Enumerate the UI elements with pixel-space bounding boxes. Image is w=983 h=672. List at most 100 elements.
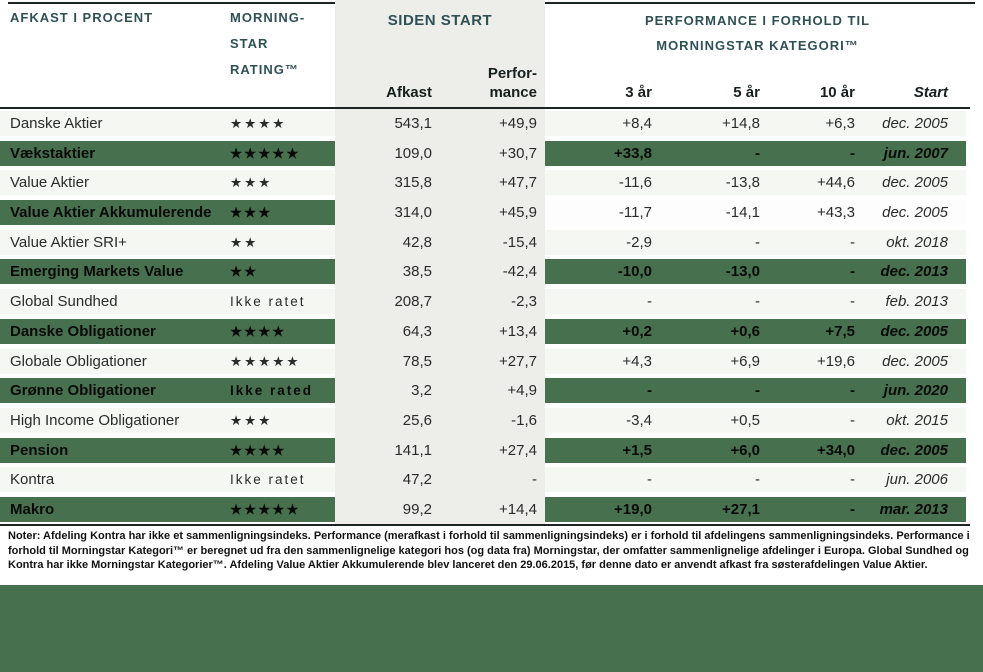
morningstar-rating: Ikke ratet	[230, 472, 306, 488]
performance-5yr: -	[755, 382, 760, 400]
row-left-band	[0, 407, 335, 433]
performance-5yr: -13,8	[725, 174, 760, 192]
performance-3yr: +4,3	[622, 352, 652, 370]
afkast-value: 314,0	[394, 204, 432, 222]
morningstar-rating: ★★★★★	[230, 145, 301, 161]
column-header-performance-line1: Perfor-	[487, 65, 537, 82]
afkast-value: 109,0	[394, 144, 432, 162]
fund-name: Vækstaktier	[10, 144, 96, 162]
performance-5yr: +0,5	[730, 411, 760, 429]
performance-value: +49,9	[499, 115, 537, 132]
row-left-band	[0, 378, 335, 404]
rating-column-title: MORNING- STAR RATING™	[230, 5, 305, 83]
afkast-value: 208,7	[394, 293, 432, 311]
performance-3yr: -2,9	[626, 233, 652, 251]
afkast-value: 47,2	[402, 471, 432, 489]
afkast-value: 3,2	[411, 382, 432, 400]
performance-value: -1,6	[511, 411, 537, 429]
performance-value: +14,4	[499, 500, 537, 518]
afkast-value: 42,8	[402, 233, 432, 251]
column-header-performance: Perfor- mance	[437, 64, 537, 102]
table-row: Value Aktier ★★★ 315,8 +47,7 -11,6 -13,8…	[0, 170, 983, 196]
siden-start-title: SIDEN START	[387, 12, 493, 29]
table-row: Danske Aktier ★★★★ 543,1 +49,9 +8,4 +14,…	[0, 111, 983, 136]
footer-green-block	[0, 585, 983, 672]
start-date: jun. 2020	[883, 382, 948, 400]
table-bottom-rule	[0, 524, 970, 526]
siden-start-column-band	[335, 0, 545, 525]
performance-3yr: -	[647, 293, 652, 311]
column-header-afkast: Afkast	[386, 84, 432, 101]
column-header-10yr: 10 år	[819, 84, 855, 101]
performance-3yr: -	[647, 471, 652, 489]
table-row: Kontra Ikke ratet 47,2 - - - - jun. 2006	[0, 467, 983, 493]
table-title: AFKAST I PROCENT	[10, 10, 154, 25]
row-right-band	[545, 259, 966, 285]
performance-10yr: +19,6	[817, 352, 855, 370]
performance-3yr: -11,6	[618, 174, 652, 192]
performance-10yr: -	[850, 471, 855, 489]
morningstar-rating: ★★	[230, 264, 259, 280]
performance-section-title: PERFORMANCE I FORHOLD TIL MORNINGSTAR KA…	[545, 8, 970, 58]
table-row: Pension ★★★★ 141,1 +27,4 +1,5 +6,0 +34,0…	[0, 437, 983, 463]
performance-3yr: +0,2	[622, 322, 652, 340]
performance-5yr: -13,0	[725, 263, 760, 281]
performance-value: +30,7	[499, 144, 537, 162]
start-date: dec. 2005	[882, 174, 948, 192]
start-date: mar. 2013	[879, 500, 948, 518]
performance-title-line2: MORNINGSTAR KATEGORI™	[656, 38, 859, 53]
row-right-band	[545, 170, 966, 196]
row-right-band	[545, 348, 966, 374]
table-row: Grønne Obligationer Ikke rated 3,2 +4,9 …	[0, 378, 983, 404]
start-date: dec. 2005	[882, 115, 948, 132]
afkast-value: 99,2	[402, 500, 432, 518]
table-row: Danske Obligationer ★★★★ 64,3 +13,4 +0,2…	[0, 318, 983, 344]
performance-value: +27,4	[499, 441, 537, 459]
performance-3yr: +8,4	[622, 115, 652, 132]
column-header-3yr: 3 år	[625, 84, 652, 101]
row-left-band	[0, 229, 335, 255]
fund-name: Value Aktier	[10, 174, 89, 192]
row-left-band	[0, 348, 335, 374]
performance-value: -42,4	[502, 263, 537, 281]
performance-3yr: +19,0	[614, 500, 652, 518]
row-left-band	[0, 437, 335, 463]
performance-10yr: +7,5	[825, 322, 855, 340]
table-rows: Danske Aktier ★★★★ 543,1 +49,9 +8,4 +14,…	[0, 111, 983, 527]
morningstar-rating: Ikke rated	[230, 383, 314, 399]
table-row: Globale Obligationer ★★★★★ 78,5 +27,7 +4…	[0, 348, 983, 374]
performance-5yr: -	[755, 293, 760, 311]
performance-5yr: -14,1	[725, 204, 760, 222]
row-right-band	[545, 378, 966, 404]
row-right-band	[545, 200, 966, 226]
performance-10yr: +44,6	[817, 174, 855, 192]
row-left-band	[0, 259, 335, 285]
start-date: dec. 2005	[882, 204, 948, 222]
table-row: Global Sundhed Ikke ratet 208,7 -2,3 - -…	[0, 289, 983, 315]
table-row: Value Aktier Akkumulerende ★★★ 314,0 +45…	[0, 200, 983, 226]
row-right-band	[545, 111, 966, 136]
fund-name: Grønne Obligationer	[10, 382, 156, 400]
afkast-value: 141,1	[394, 441, 432, 459]
start-date: okt. 2018	[886, 233, 948, 251]
row-right-band	[545, 229, 966, 255]
fund-name: High Income Obligationer	[10, 411, 180, 429]
table-row: Vækstaktier ★★★★★ 109,0 +30,7 +33,8 - - …	[0, 140, 983, 166]
morningstar-rating: ★★★★	[230, 323, 287, 339]
row-left-band	[0, 467, 335, 493]
rating-title-line1: MORNING-	[230, 10, 306, 25]
column-header-start: Start	[913, 84, 948, 101]
morningstar-rating: ★★★	[230, 175, 273, 191]
row-left-band	[0, 200, 335, 226]
morningstar-rating: ★★★	[230, 412, 273, 428]
row-left-band	[0, 140, 335, 166]
start-date: dec. 2013	[880, 263, 948, 281]
performance-3yr: +1,5	[622, 441, 652, 459]
performance-5yr: +6,9	[730, 352, 760, 370]
fund-name: Pension	[10, 441, 69, 459]
afkast-value: 78,5	[402, 352, 432, 370]
start-date: feb. 2013	[885, 293, 948, 311]
performance-10yr: -	[850, 500, 855, 518]
row-left-band	[0, 496, 335, 522]
